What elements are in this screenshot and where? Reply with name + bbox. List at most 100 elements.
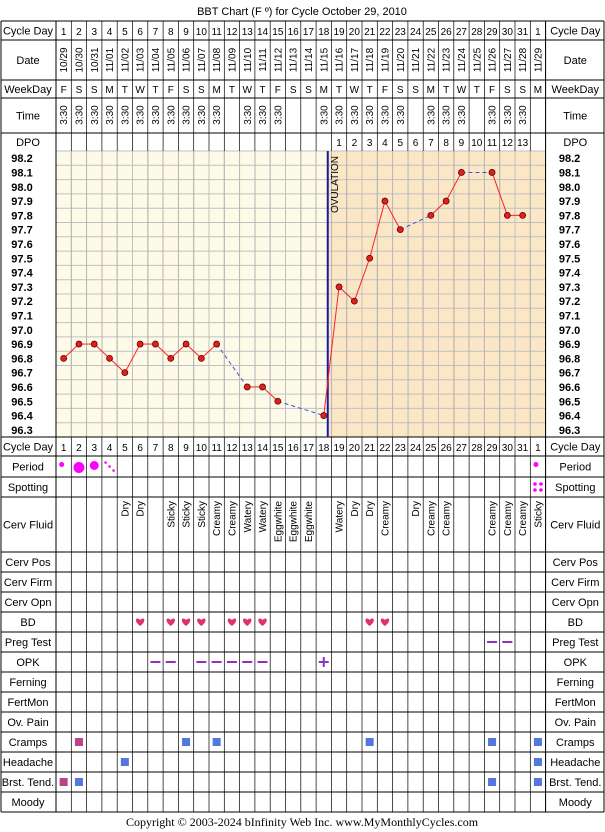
- cerv-fluid-cell: Dry: [136, 501, 147, 517]
- cycle-day-number: 18: [318, 27, 330, 38]
- date-cell: 11/01: [105, 47, 116, 72]
- temp-data-point: [488, 169, 496, 176]
- row-label-left: Date: [16, 55, 39, 67]
- date-cell: 11/11: [258, 48, 269, 72]
- time-cell: 3:30: [166, 105, 177, 125]
- row-label-left: Ov. Pain: [7, 717, 48, 729]
- temp-data-point: [503, 211, 511, 219]
- time-cell: 3:30: [182, 105, 193, 125]
- weekday-cell: T: [367, 85, 373, 96]
- row-label-right: Ferning: [557, 677, 594, 689]
- cycle-day-number-bottom: 19: [333, 443, 345, 454]
- brst-tend-marker: [488, 778, 497, 786]
- row-label-right: Date: [564, 55, 587, 67]
- temp-data-point: [121, 369, 129, 377]
- temp-data-point: [75, 340, 83, 348]
- row-label-left: FertMon: [8, 697, 49, 709]
- symptom-symbols: [59, 461, 543, 786]
- chart-title: BBT Chart (F º) for Cycle October 29, 20…: [197, 6, 407, 18]
- temp-tick-right: 98.1: [559, 167, 580, 179]
- row-label-right: Spotting: [555, 482, 595, 494]
- temp-tick-right: 97.5: [559, 253, 580, 265]
- time-cell: 3:30: [319, 105, 330, 125]
- temp-line-segment: [201, 343, 217, 359]
- temp-data-point: [60, 354, 68, 362]
- cramps-marker: [488, 738, 497, 746]
- cycle-day-number-bottom: 25: [425, 443, 437, 454]
- row-label-right: Preg Test: [552, 637, 598, 649]
- weekday-cell: F: [61, 85, 67, 96]
- temp-line-segment: [323, 286, 340, 416]
- row-label-right: Cramps: [556, 737, 595, 749]
- temp-data-point: [106, 354, 113, 362]
- dpo-cell: 8: [443, 138, 449, 149]
- spotting-marker: [539, 482, 543, 486]
- weekday-cell: T: [259, 85, 265, 96]
- row-labels: Cycle Day Cycle Day Date Date WeekDay WeekDay…: [2, 26, 602, 810]
- weekday-cell: W: [135, 85, 145, 96]
- temp-tick-left: 97.2: [11, 296, 32, 308]
- cycle-day-number-bottom: 27: [456, 443, 468, 454]
- cycle-day-number: 12: [226, 27, 238, 38]
- time-cell: 3:30: [396, 105, 407, 125]
- cerv-fluid-cell: Creamy: [503, 501, 514, 536]
- temp-tick-left: 96.9: [11, 339, 32, 351]
- weekday-cell: S: [290, 85, 297, 96]
- row-label-left: Spotting: [8, 482, 48, 494]
- cycle-day-number-bottom: 10: [196, 443, 208, 454]
- cycle-day-number-bottom: 20: [349, 443, 361, 454]
- cycle-day-number: 16: [288, 27, 300, 38]
- row-label-right: Cerv Firm: [551, 577, 599, 589]
- weekday-cell: W: [350, 85, 360, 96]
- cycle-day-number: 6: [137, 27, 143, 38]
- spotting-marker: [533, 482, 537, 486]
- cycle-day-number: 24: [410, 27, 422, 38]
- spotting-marker: [533, 488, 537, 492]
- row-label-right: Headache: [550, 757, 600, 769]
- dpo-cell: 7: [428, 138, 434, 149]
- cycle-day-number: 27: [456, 27, 468, 38]
- cramps-marker: [533, 738, 542, 746]
- temp-line-segment: [430, 200, 447, 216]
- time-cell: 3:30: [488, 105, 499, 125]
- period-light-marker: [59, 462, 65, 467]
- dpo-cell: 3: [367, 138, 373, 149]
- temp-tick-right: 98.2: [559, 153, 580, 165]
- row-label-left: Moody: [11, 797, 45, 809]
- row-label-left: Cerv Firm: [4, 577, 52, 589]
- temp-data-point: [335, 283, 343, 291]
- cycle-day-number-bottom: 5: [122, 443, 128, 454]
- cycle-day-number: 2: [76, 27, 82, 38]
- headache-marker: [533, 758, 542, 766]
- row-label-right: WeekDay: [552, 84, 600, 96]
- time-cell: 3:30: [59, 105, 70, 125]
- cerv-fluid-cell: Creamy: [518, 501, 529, 536]
- bd-heart-icon: [227, 618, 237, 626]
- weekday-cell: F: [489, 85, 495, 96]
- date-cell: 11/23: [442, 47, 453, 72]
- dpo-cell: 6: [413, 138, 419, 149]
- temp-data-point: [442, 197, 450, 205]
- bd-heart-icon: [380, 618, 390, 626]
- date-cell: 11/17: [350, 47, 361, 72]
- date-cell: 11/14: [304, 47, 315, 72]
- cycle-day-number: 5: [122, 27, 128, 38]
- date-cell: 11/21: [411, 47, 422, 72]
- cycle-day-number: 26: [441, 27, 453, 38]
- row-label-right: Cerv Opn: [552, 597, 599, 609]
- weekday-cell: F: [275, 85, 281, 96]
- temp-tick-right: 98.0: [559, 182, 580, 194]
- cycle-day-number-bottom: 1: [61, 443, 67, 454]
- date-cell: 11/28: [518, 47, 529, 72]
- row-label-left: Cramps: [9, 737, 48, 749]
- row-label-left: Time: [16, 111, 40, 123]
- row-label-left: Cerv Opn: [4, 597, 51, 609]
- cerv-fluid-cell: Creamy: [488, 501, 499, 536]
- date-cell: 11/20: [396, 47, 407, 72]
- temp-data-point: [427, 211, 435, 219]
- temp-data-point: [136, 340, 144, 348]
- row-label-left: Ferning: [9, 677, 46, 689]
- period-heavy-marker: [73, 462, 85, 473]
- weekday-cell: M: [105, 85, 113, 96]
- weekday-cell: S: [412, 85, 419, 96]
